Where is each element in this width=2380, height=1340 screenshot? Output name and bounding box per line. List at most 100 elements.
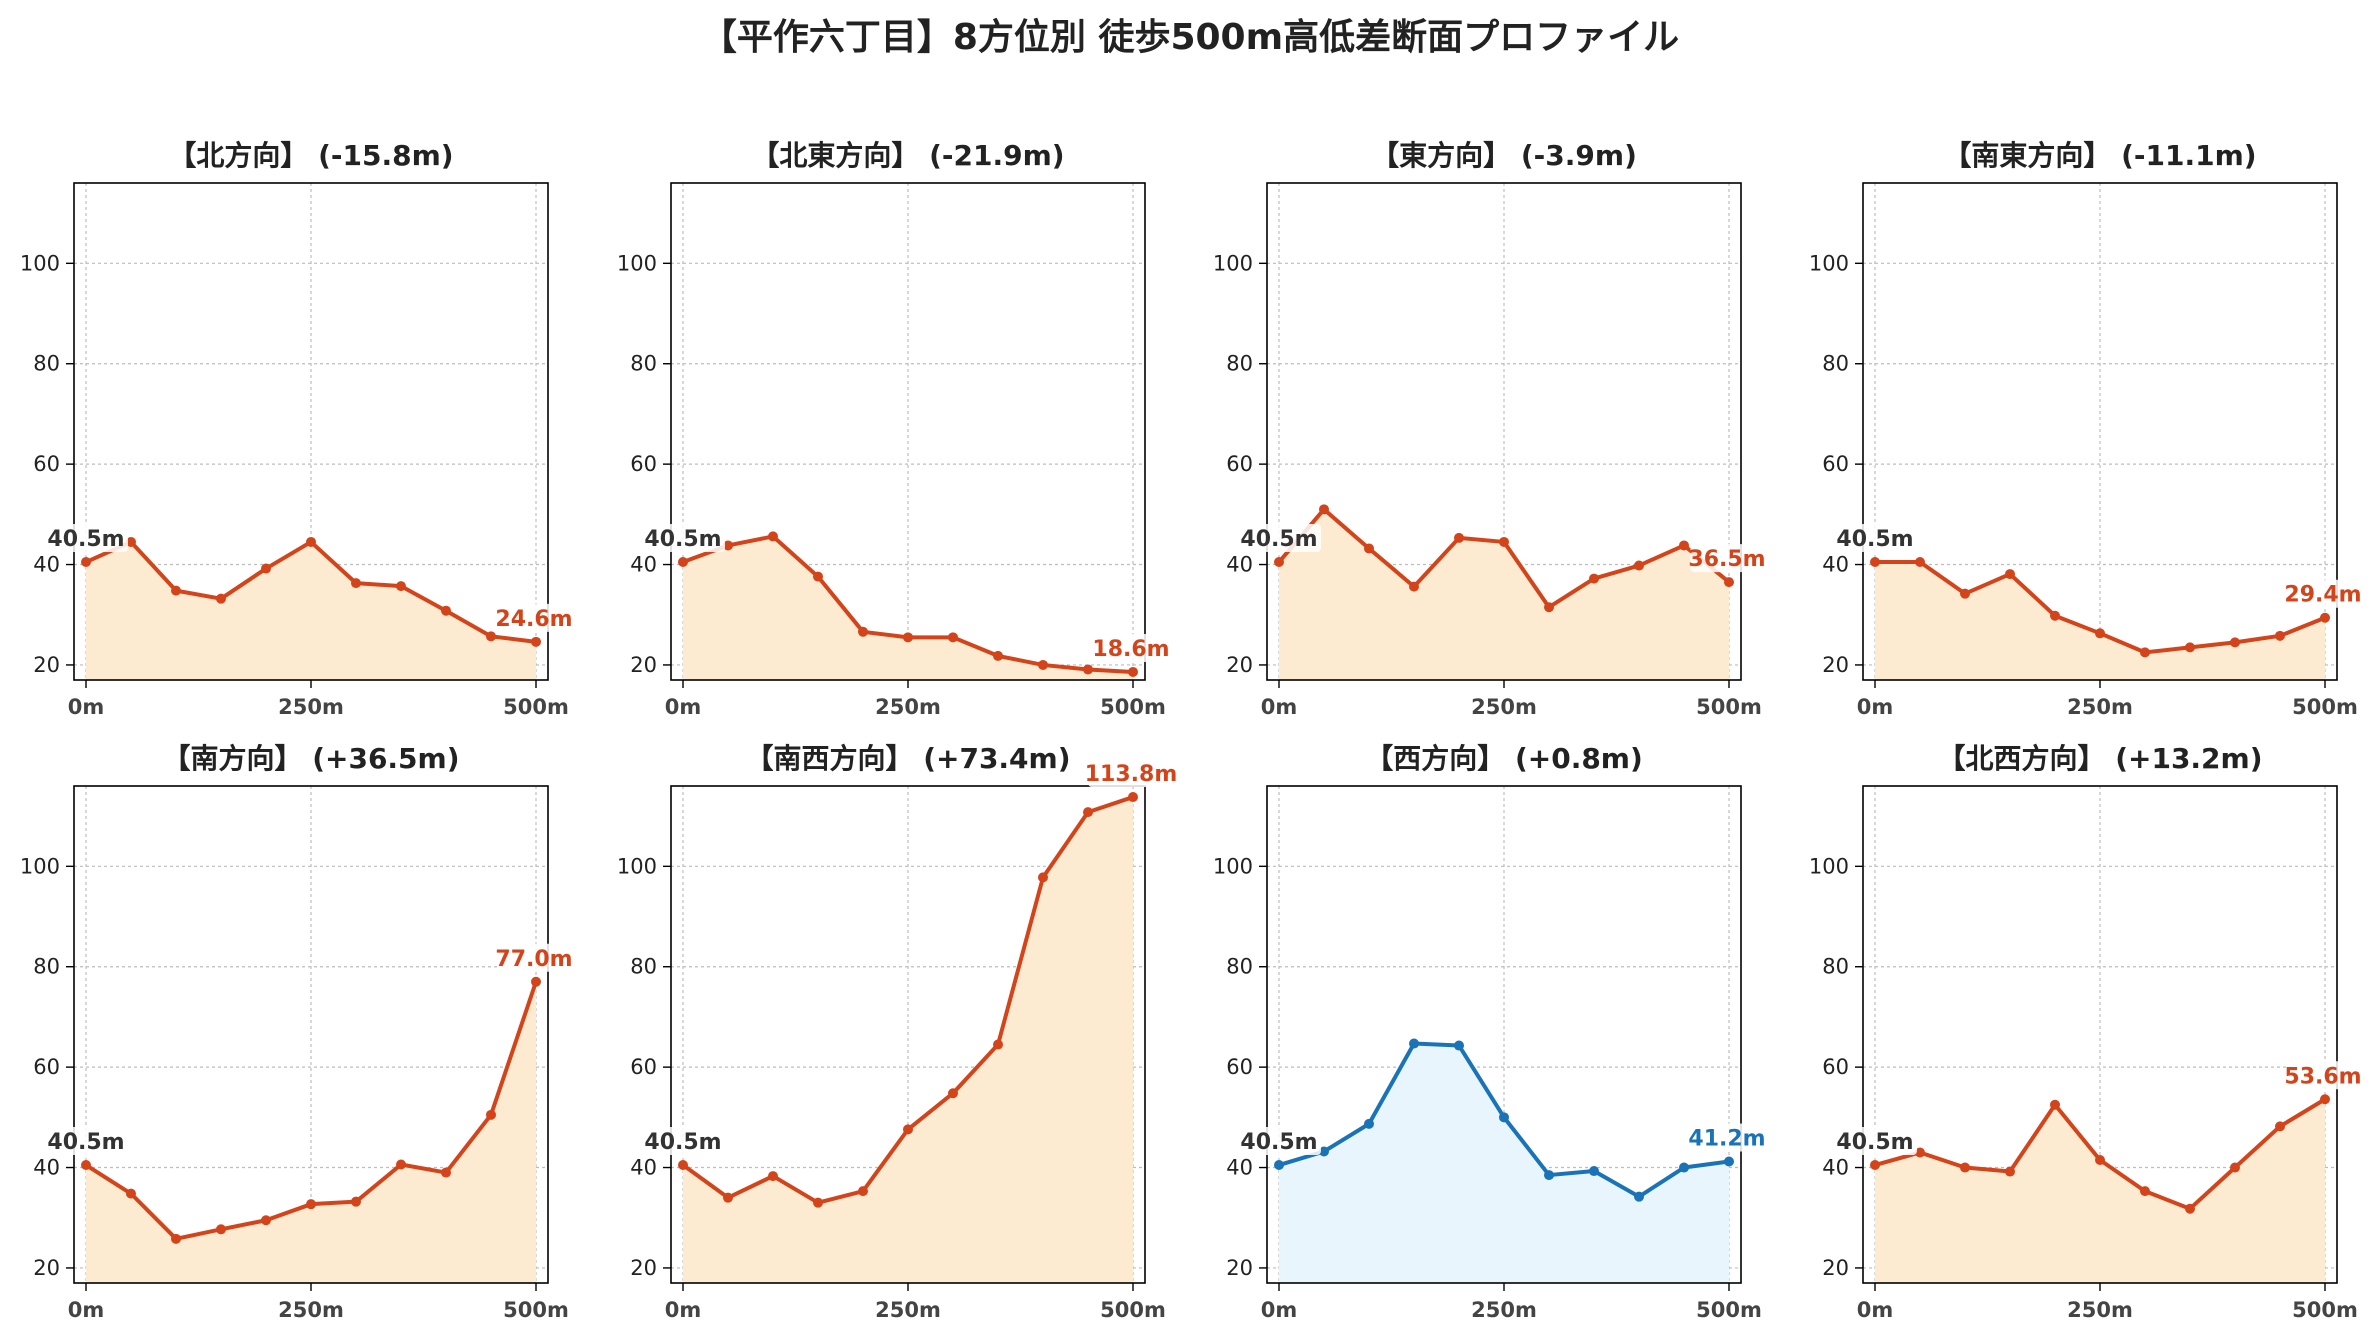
data-point [1319, 1146, 1329, 1157]
elevation-area [683, 536, 1133, 680]
data-point [1499, 1112, 1509, 1123]
start-elevation-label: 40.5m [47, 1130, 124, 1155]
data-point [1679, 1162, 1689, 1173]
data-point [993, 1039, 1003, 1050]
data-point [813, 571, 823, 582]
y-tick-label: 80 [1822, 352, 1849, 376]
data-point [678, 1160, 688, 1171]
panel-title: 【北西方向】 (+13.2m) [1937, 742, 2262, 775]
data-point [396, 1159, 406, 1170]
x-tick-label: 500m [2292, 695, 2358, 719]
x-tick-label: 250m [278, 1298, 344, 1322]
data-point [1364, 543, 1374, 554]
data-point [81, 1160, 91, 1171]
y-tick-label: 20 [630, 1256, 657, 1280]
data-point [1454, 532, 1464, 543]
data-point [768, 531, 778, 542]
start-label-bg [1237, 524, 1321, 553]
y-tick-label: 80 [33, 955, 60, 979]
data-point [948, 1088, 958, 1099]
panel-title: 【南西方向】 (+73.4m) [745, 742, 1070, 775]
data-point [486, 631, 496, 642]
data-point [903, 632, 913, 643]
end-elevation-label: 41.2m [1688, 1127, 1765, 1152]
data-point [1364, 1118, 1374, 1129]
data-point [1544, 1170, 1554, 1181]
x-tick-label: 500m [1100, 695, 1166, 719]
x-tick-label: 250m [1471, 695, 1537, 719]
data-point [261, 563, 271, 574]
end-elevation-label: 77.0m [495, 947, 572, 972]
x-tick-label: 500m [503, 695, 569, 719]
data-point [531, 976, 541, 987]
start-label-bg [44, 1127, 128, 1156]
profile-panel: 【北方向】 (-15.8m) 20 40 60 80 100 0m 250m 500m 40.5m… [20, 139, 573, 719]
data-point [1960, 588, 1970, 599]
end-elevation-label: 29.4m [2284, 583, 2361, 608]
data-point [396, 581, 406, 592]
data-point [1038, 872, 1048, 883]
y-tick-label: 60 [33, 452, 60, 476]
data-point [678, 557, 688, 568]
start-label-bg [44, 524, 128, 553]
x-tick-label: 0m [68, 1298, 105, 1322]
start-label-bg [641, 524, 725, 553]
profile-panel: 【北東方向】 (-21.9m) 20 40 60 80 100 0m 250m 500m 40.5… [617, 139, 1170, 719]
x-tick-label: 500m [2292, 1298, 2358, 1322]
profile-panel: 【東方向】 (-3.9m) 20 40 60 80 100 0m 250m 500m 40.5m 3… [1213, 139, 1766, 719]
data-point [2140, 647, 2150, 658]
data-point [171, 585, 181, 596]
start-elevation-label: 40.5m [1240, 527, 1317, 552]
y-tick-label: 60 [1226, 1055, 1253, 1079]
data-point [216, 593, 226, 604]
data-point [1499, 536, 1509, 547]
data-point [1128, 792, 1138, 803]
data-point [2275, 1121, 2285, 1132]
y-tick-label: 80 [1226, 955, 1253, 979]
y-tick-label: 80 [33, 352, 60, 376]
y-tick-label: 100 [1213, 251, 1253, 275]
data-point [1589, 1166, 1599, 1177]
start-elevation-label: 40.5m [644, 1130, 721, 1155]
profile-panel: 【西方向】 (+0.8m) 20 40 60 80 100 0m 250m 500m 40.5m 4… [1213, 742, 1766, 1322]
y-tick-label: 100 [20, 251, 60, 275]
end-label-bg [1088, 759, 1174, 788]
data-point [2230, 637, 2240, 648]
y-tick-label: 100 [1809, 251, 1849, 275]
y-tick-label: 100 [617, 251, 657, 275]
data-point [1409, 1038, 1419, 1049]
data-point [2275, 630, 2285, 641]
x-tick-label: 0m [665, 1298, 702, 1322]
x-tick-label: 0m [68, 695, 105, 719]
data-point [2320, 1094, 2330, 1105]
data-point [1870, 1160, 1880, 1171]
y-tick-label: 40 [33, 553, 60, 577]
y-tick-label: 80 [1226, 352, 1253, 376]
y-tick-label: 60 [1226, 452, 1253, 476]
data-point [261, 1215, 271, 1226]
data-point [2050, 1099, 2060, 1110]
data-point [1679, 540, 1689, 551]
profile-panel: 【南西方向】 (+73.4m) 20 40 60 80 100 0m 250m 500m 40.5… [617, 742, 1177, 1322]
data-point [2320, 612, 2330, 623]
elevation-area [1279, 509, 1729, 680]
data-point [441, 1167, 451, 1178]
x-tick-label: 500m [503, 1298, 569, 1322]
end-label-bg [497, 603, 571, 632]
data-point [1038, 659, 1048, 670]
data-point [81, 557, 91, 568]
y-tick-label: 100 [1213, 854, 1253, 878]
end-label-bg [1690, 544, 1764, 573]
x-tick-label: 500m [1696, 695, 1762, 719]
data-point [903, 1124, 913, 1135]
end-label-bg [1690, 1123, 1764, 1152]
data-point [723, 540, 733, 551]
panel-title: 【北方向】 (-15.8m) [168, 139, 453, 172]
data-point [1319, 504, 1329, 515]
data-point [2005, 1166, 2015, 1177]
data-point [1083, 664, 1093, 675]
data-point [351, 578, 361, 589]
profile-panel: 【北西方向】 (+13.2m) 20 40 60 80 100 0m 250m 500m 40.5… [1809, 742, 2362, 1322]
data-point [1454, 1040, 1464, 1051]
